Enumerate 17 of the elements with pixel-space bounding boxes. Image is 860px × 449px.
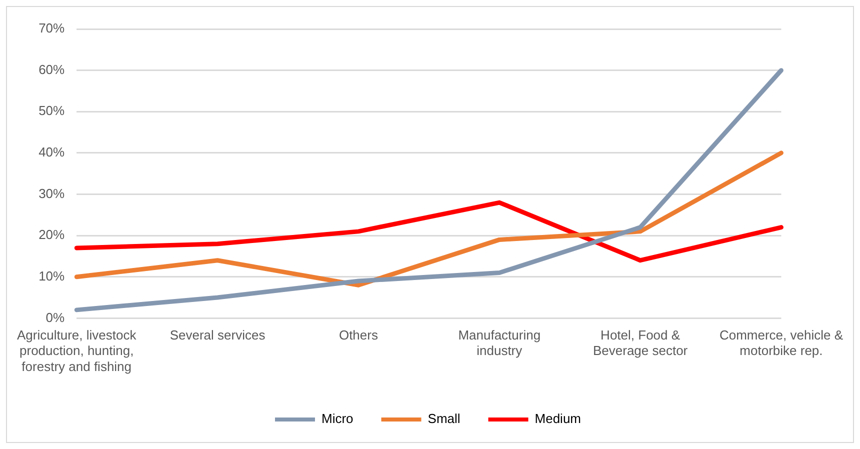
legend-label: Micro [321, 411, 354, 426]
x-tick-label: Several services [170, 328, 266, 343]
y-tick-label: 20% [38, 227, 66, 242]
legend-label: Small [428, 411, 460, 426]
y-tick-label: 60% [38, 62, 66, 77]
x-tick-label: Agriculture, livestock production, hunting, forestry and fishing [16, 328, 137, 374]
y-tick-label: 50% [38, 103, 66, 118]
y-tick-label: 0% [46, 310, 66, 325]
y-tick-label: 10% [38, 268, 66, 284]
x-tick-label: Commerce, vehicle & motorbike rep. [719, 328, 844, 358]
y-tick-label: 30% [38, 186, 66, 201]
y-tick-label: 70% [38, 20, 66, 36]
legend-label: Medium [534, 411, 582, 426]
x-tick-label: Others [338, 328, 378, 343]
y-tick-label: 40% [38, 144, 66, 160]
x-tick-label: Manufacturing industry [458, 328, 541, 358]
x-tick-label: Hotel, Food & Beverage sector [592, 328, 688, 358]
